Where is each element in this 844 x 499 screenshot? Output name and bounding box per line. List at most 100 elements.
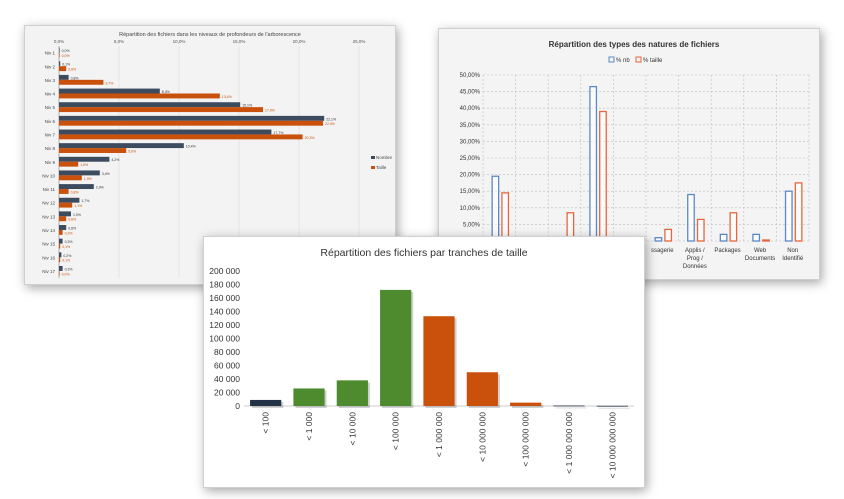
c3-category-1: < 1 000 xyxy=(304,412,314,441)
c1-label-taille-niv-8: 5,6% xyxy=(128,149,136,153)
c2-ytick-5: 25,00% xyxy=(460,156,481,162)
c1-bar-taille-niv-10 xyxy=(59,175,82,181)
c1-bar-nombre-niv-4 xyxy=(59,88,160,94)
c1-bar-nombre-niv-6 xyxy=(59,115,325,121)
c2-category-web-documents-line0: Web xyxy=(754,248,767,254)
c3-bar-0 xyxy=(250,399,282,406)
c1-bar-taille-niv-1 xyxy=(59,52,60,58)
c1-label-taille-niv-5: 17,0% xyxy=(265,109,275,113)
c1-label-taille-niv-11: 0,8% xyxy=(71,190,79,194)
c3-bar-7 xyxy=(553,405,585,407)
c2-bar-nb-web-documents xyxy=(752,233,761,242)
c1-label-nombre-niv-11: 2,9% xyxy=(96,186,104,190)
c1-category-niv-2: Niv 2 xyxy=(45,64,56,69)
c1-label-nombre-niv-3: 0,8% xyxy=(71,76,79,80)
c1-bar-taille-niv-7 xyxy=(59,134,303,140)
c1-bar-nombre-niv-11 xyxy=(59,184,94,190)
c2-category-non-identifi-line1: Identifié xyxy=(782,256,804,262)
chart-depth-legend: Nombre Taille xyxy=(371,155,393,170)
c1-label-taille-niv-13: 0,6% xyxy=(68,218,76,222)
c1-label-taille-niv-15: 0,1% xyxy=(62,245,70,249)
c2-ytick-4: 20,00% xyxy=(460,173,481,179)
c1-label-nombre-niv-15: 0,3% xyxy=(65,240,73,244)
c1-category-niv-1: Niv 1 xyxy=(45,51,56,56)
c3-category-2: < 10 000 xyxy=(347,412,357,446)
c1-label-taille-niv-2: 0,6% xyxy=(68,68,76,72)
c3-bar-2 xyxy=(336,380,368,406)
c3-bar-6 xyxy=(510,402,542,406)
c2-ytick-2: 10,00% xyxy=(460,206,481,212)
c3-ytick-7: 140 000 xyxy=(209,307,240,317)
c1-bar-taille-niv-2 xyxy=(59,66,67,72)
c1-bar-nombre-niv-9 xyxy=(59,156,110,162)
c1-category-niv-6: Niv 6 xyxy=(45,119,56,124)
c1-category-niv-10: Niv 10 xyxy=(42,173,55,178)
chart-sizes-card: Répartition des fichiers par tranches de… xyxy=(203,236,645,488)
c1-bar-nombre-niv-1 xyxy=(59,47,60,53)
legend-swatch-taille xyxy=(371,166,375,169)
c1-bar-taille-niv-5 xyxy=(59,107,263,113)
c1-bar-taille-niv-6 xyxy=(59,120,323,126)
c1-bar-taille-niv-16 xyxy=(59,257,61,263)
c1-label-taille-niv-4: 13,4% xyxy=(222,95,232,99)
c1-xtick-4: 20,0% xyxy=(293,39,306,44)
c1-category-niv-4: Niv 4 xyxy=(45,92,56,97)
c1-xtick-2: 10,0% xyxy=(173,39,186,44)
c1-label-nombre-niv-4: 8,4% xyxy=(162,90,170,94)
c1-label-nombre-niv-6: 22,1% xyxy=(326,117,336,121)
c1-label-nombre-niv-16: 0,2% xyxy=(63,254,71,258)
c2-ytick-7: 35,00% xyxy=(460,123,481,129)
c3-category-0: < 100 xyxy=(261,412,271,434)
c1-category-niv-9: Niv 9 xyxy=(45,160,56,165)
c2-category-ssagerie-line0: ssagerie xyxy=(651,248,674,254)
c1-label-nombre-niv-13: 1,0% xyxy=(73,213,81,217)
c1-label-taille-niv-17: 0,0% xyxy=(62,272,70,276)
c1-label-taille-niv-9: 1,6% xyxy=(80,163,88,167)
c3-category-7: < 1 000 000 000 xyxy=(564,412,574,474)
c2-category-applis-prog-donn-es-line1: Prog / xyxy=(687,256,703,262)
c1-xtick-1: 5,0% xyxy=(114,39,124,44)
c1-bar-nombre-niv-17 xyxy=(59,265,63,271)
c2-category-packages-line0: Packages xyxy=(714,248,740,254)
c1-category-niv-7: Niv 7 xyxy=(45,133,56,138)
c2-bar-taille-web-documents xyxy=(762,239,770,242)
c1-bar-nombre-niv-2 xyxy=(59,61,61,67)
c3-category-6: < 100 000 000 xyxy=(521,412,531,467)
c1-bar-taille-niv-12 xyxy=(59,202,73,208)
legend-label-nb: % nb xyxy=(616,58,630,64)
c1-label-nombre-niv-10: 3,4% xyxy=(102,172,110,176)
c2-ytick-3: 15,00% xyxy=(460,189,481,195)
c1-bar-nombre-niv-12 xyxy=(59,197,80,203)
c3-bar-4 xyxy=(423,316,455,406)
c2-ytick-10: 50,00% xyxy=(460,73,481,79)
c3-bar-3 xyxy=(380,289,412,406)
c1-label-nombre-niv-5: 15,1% xyxy=(242,104,252,108)
c2-category-applis-prog-donn-es-line2: Données xyxy=(683,264,707,270)
c1-xtick-5: 25,0% xyxy=(353,39,366,44)
c2-bar-nb-documents xyxy=(589,85,598,242)
c3-bar-shadow-8 xyxy=(598,407,630,409)
c3-ytick-6: 120 000 xyxy=(209,320,240,330)
c1-bar-nombre-niv-5 xyxy=(59,102,241,108)
c3-bar-1 xyxy=(293,388,325,406)
legend-label-taille2: % taille xyxy=(643,58,663,64)
c3-ytick-3: 60 000 xyxy=(214,361,240,371)
c3-ytick-8: 160 000 xyxy=(209,293,240,303)
c3-bar-8 xyxy=(596,405,628,407)
c2-bar-taille-packages xyxy=(729,212,738,242)
c1-bar-nombre-niv-13 xyxy=(59,211,71,217)
c2-category-web-documents-line1: Documents xyxy=(745,256,775,262)
chart-depth: Répartition des fichiers dans les niveau… xyxy=(42,32,393,278)
c3-category-4: < 1 000 000 xyxy=(434,412,444,457)
c1-category-niv-13: Niv 13 xyxy=(42,214,55,219)
chart-types-title: Répartition des types des natures de fic… xyxy=(549,40,720,49)
c1-label-taille-niv-14: 0,3% xyxy=(65,231,73,235)
chart-sizes-title: Répartition des fichiers par tranches de… xyxy=(320,247,527,259)
c2-ytick-6: 30,00% xyxy=(460,139,481,145)
c2-bar-nb-packages xyxy=(719,233,728,242)
c1-bar-nombre-niv-14 xyxy=(59,225,67,230)
c2-ytick-9: 45,00% xyxy=(460,90,481,96)
c2-bar-taille-applis-prog-donn-es xyxy=(696,218,705,242)
c3-category-5: < 10 000 000 xyxy=(477,412,487,462)
c1-bar-taille-niv-13 xyxy=(59,216,67,222)
